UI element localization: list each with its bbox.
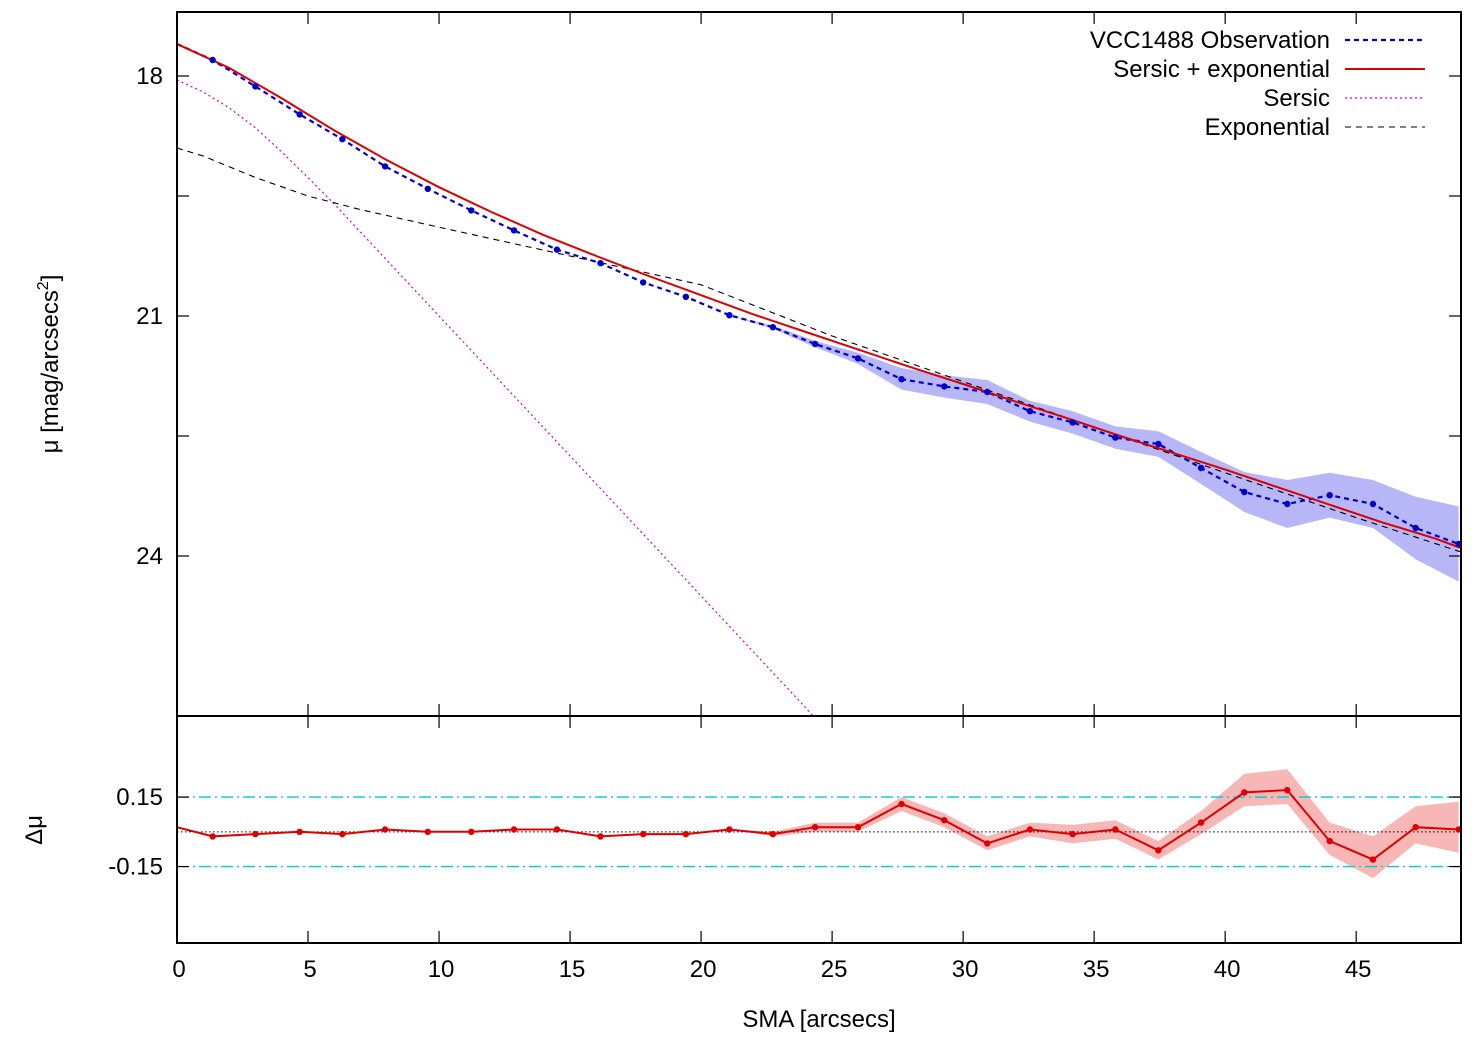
residual-point [381,826,389,833]
observation-point [209,56,216,64]
residual-point [339,830,346,838]
residual-point [1326,837,1333,845]
observation-point [1284,500,1291,508]
residual-point [553,826,561,833]
observation-point [252,83,259,90]
residual-point [597,833,604,840]
observation-point [941,383,948,390]
y-axis-label-superscript: 2 [35,281,52,290]
residual-point [424,828,431,836]
observation-point [726,312,733,319]
residual-plot-area [177,769,1461,879]
legend-label: Exponential [1205,114,1330,141]
observation-point [381,163,389,170]
x-tick-label: 20 [690,956,717,983]
residual-point [1155,847,1162,854]
sersic-exponential-model-line [177,43,1461,549]
x-tick-label: 10 [428,956,455,983]
residual-error-band [177,769,1459,879]
residual-point [209,833,216,840]
legend-label: Sersic [1263,85,1330,112]
residual-point [252,830,259,838]
x-tick-label: 5 [303,956,316,983]
observation-point [1197,464,1205,472]
x-tick-label: 35 [1083,956,1110,983]
residual-panel: 0.15 -0.15 [108,715,1462,944]
observation-point [811,340,819,348]
observation-point [339,136,346,143]
residual-point [726,826,733,833]
observation-point [1241,488,1248,496]
x-tick-label: 25 [821,956,848,983]
y-tick-label: 18 [136,63,163,90]
observation-point [1155,440,1162,448]
residual-point [1197,819,1205,826]
observation-error-band [177,44,1459,582]
legend-label: Sersic + exponential [1113,56,1330,83]
profile-plot-area [177,42,1461,716]
residual-point [296,828,303,836]
observation-point [1069,419,1076,426]
legend-label: VCC1488 Observation [1090,27,1330,54]
observation-point [1369,500,1377,508]
observation-point [854,355,862,362]
residual-point [1284,786,1291,794]
observation-point [769,324,777,331]
residual-point [984,840,991,847]
residual-point [854,823,862,831]
x-tick-label: 45 [1345,956,1372,983]
y-tick-label: 0.15 [116,784,163,811]
observation-point [296,111,303,118]
y-axis-label-close: ] [37,275,64,282]
observation-point [1412,524,1419,532]
observation-point [597,260,604,267]
y-tick-label: 21 [136,303,163,330]
observation-point [468,207,475,214]
observation-point [553,246,561,253]
residual-point [468,828,475,836]
residual-point [941,817,948,824]
observation-point [682,293,690,300]
observation-point [1112,434,1119,441]
x-tick-label: 15 [559,956,586,983]
residual-point [682,830,690,838]
residual-point [510,826,518,833]
residual-point [1241,789,1248,796]
residual-frame [176,715,1462,944]
residual-point [811,823,819,831]
residual-point [1412,823,1419,831]
observation-point [510,227,518,234]
observation-point [1326,492,1333,499]
x-axis-label: SMA [arcsecs] [742,1006,895,1033]
residual-point [769,830,777,838]
y-axis-label-main: μ [mag/arcsecs [37,290,64,453]
observation-point [639,279,647,286]
residual-point [639,830,647,838]
observation-point [424,185,431,192]
residual-point [1112,826,1119,833]
observation-point [1026,408,1034,415]
residual-point [1455,826,1461,833]
residual-point [1069,830,1076,838]
observation-point [898,376,905,383]
sersic-model-line [177,79,814,716]
observation-point [1455,540,1461,548]
y-tick-label: 24 [136,543,163,570]
x-axis: 0 5 10 15 20 25 30 35 40 45 [172,956,1371,983]
x-tick-label: 30 [952,956,979,983]
observation-point [984,388,991,396]
x-tick-label: 0 [172,956,185,983]
y-axis-label-profile: μ [mag/arcsecs2] [35,275,64,454]
residual-point [1369,856,1377,863]
y-axis-label-residuals: Δμ [21,815,48,845]
residual-point [898,800,905,808]
residual-point [1026,826,1034,833]
x-tick-label: 40 [1214,956,1241,983]
y-tick-label: -0.15 [108,854,163,881]
